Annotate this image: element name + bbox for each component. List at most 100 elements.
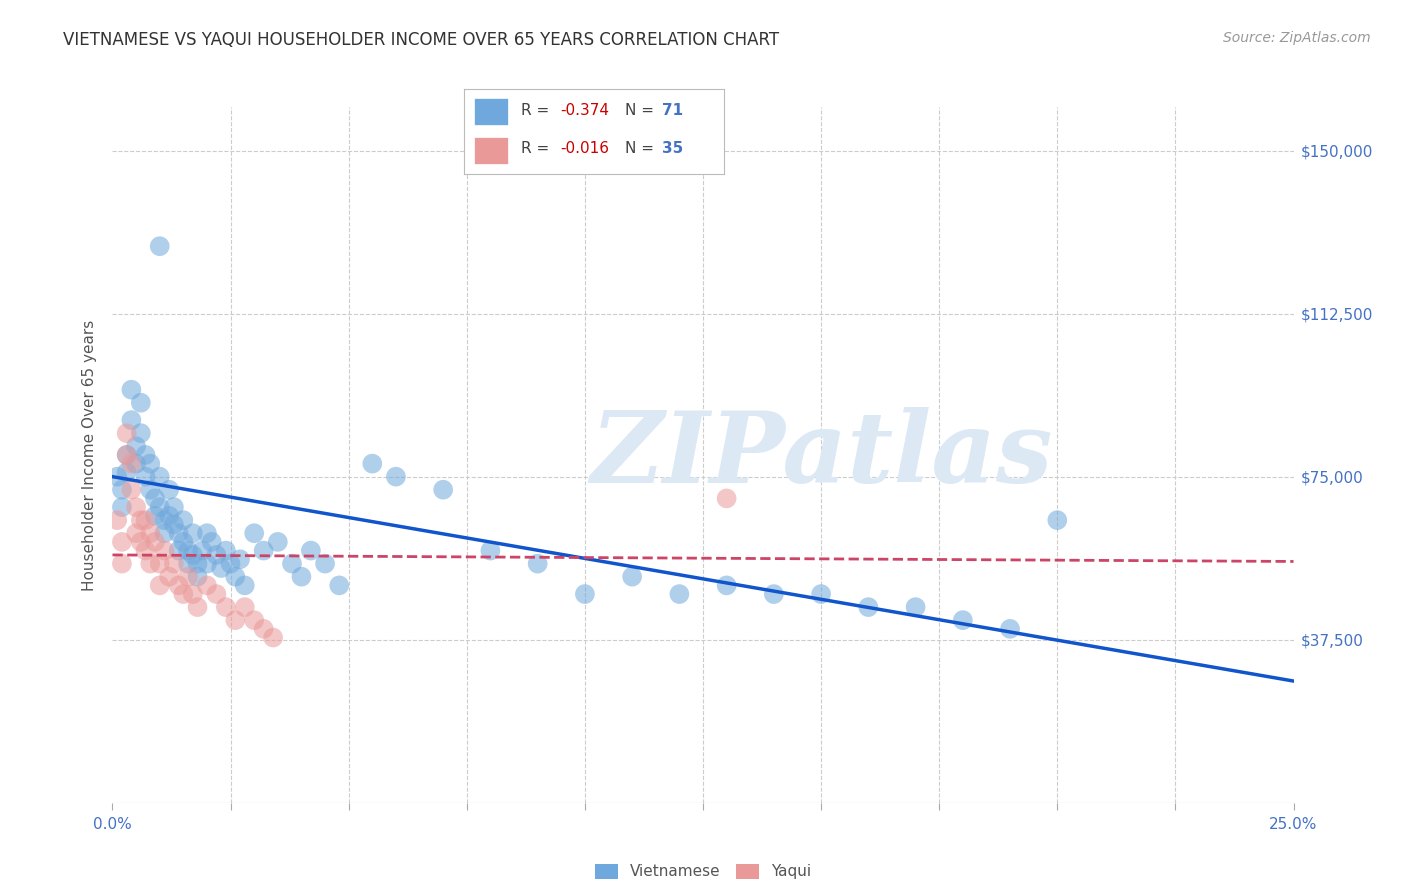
Point — [167, 526, 190, 541]
Text: N =: N = — [626, 141, 659, 156]
Text: Source: ZipAtlas.com: Source: ZipAtlas.com — [1223, 31, 1371, 45]
Point — [135, 448, 157, 462]
Point — [111, 483, 134, 497]
Point — [177, 557, 200, 571]
Text: ZIPatlas: ZIPatlas — [591, 407, 1052, 503]
Point — [157, 508, 180, 523]
Point — [219, 557, 242, 571]
Point — [998, 622, 1021, 636]
Text: R =: R = — [522, 141, 554, 156]
Point — [215, 543, 238, 558]
Point — [135, 469, 157, 483]
Point — [115, 448, 138, 462]
Point — [385, 469, 408, 483]
Point — [233, 600, 256, 615]
Point — [129, 535, 152, 549]
Point — [209, 561, 232, 575]
Point — [139, 557, 162, 571]
Point — [205, 587, 228, 601]
Point — [621, 570, 644, 584]
Point — [163, 500, 186, 514]
Point — [167, 578, 190, 592]
Point — [111, 500, 134, 514]
Legend: Vietnamese, Yaqui: Vietnamese, Yaqui — [589, 857, 817, 886]
Point — [479, 543, 502, 558]
Point — [229, 552, 252, 566]
Point — [181, 587, 204, 601]
Point — [172, 587, 194, 601]
Point — [149, 239, 172, 253]
Point — [205, 548, 228, 562]
Point — [186, 557, 208, 571]
Point — [195, 578, 218, 592]
Point — [181, 548, 204, 562]
Point — [668, 587, 690, 601]
Point — [115, 426, 138, 441]
Point — [858, 600, 880, 615]
Point — [143, 508, 166, 523]
Text: R =: R = — [522, 103, 554, 119]
Text: -0.016: -0.016 — [560, 141, 609, 156]
Point — [111, 557, 134, 571]
Point — [172, 535, 194, 549]
Point — [125, 526, 148, 541]
Point — [716, 491, 738, 506]
Text: VIETNAMESE VS YAQUI HOUSEHOLDER INCOME OVER 65 YEARS CORRELATION CHART: VIETNAMESE VS YAQUI HOUSEHOLDER INCOME O… — [63, 31, 779, 49]
Point — [716, 578, 738, 592]
Point — [177, 570, 200, 584]
Point — [111, 535, 134, 549]
Bar — [474, 98, 508, 125]
Point — [125, 500, 148, 514]
Point — [139, 483, 162, 497]
Point — [153, 543, 176, 558]
Point — [105, 513, 128, 527]
Bar — [474, 136, 508, 164]
Point — [201, 535, 224, 549]
Point — [149, 557, 172, 571]
Point — [177, 543, 200, 558]
Y-axis label: Householder Income Over 65 years: Householder Income Over 65 years — [82, 319, 97, 591]
Point — [243, 613, 266, 627]
Point — [1046, 513, 1069, 527]
Point — [904, 600, 927, 615]
Point — [361, 457, 384, 471]
Point — [143, 535, 166, 549]
Point — [135, 543, 157, 558]
Point — [153, 526, 176, 541]
Point — [526, 557, 548, 571]
Point — [290, 570, 312, 584]
Point — [253, 543, 276, 558]
Point — [115, 466, 138, 480]
Text: -0.374: -0.374 — [560, 103, 609, 119]
Text: N =: N = — [626, 103, 659, 119]
Point — [191, 543, 214, 558]
Point — [186, 600, 208, 615]
Point — [143, 491, 166, 506]
Point — [167, 543, 190, 558]
Point — [233, 578, 256, 592]
Point — [157, 483, 180, 497]
Point — [115, 448, 138, 462]
Point — [120, 457, 142, 471]
Point — [129, 426, 152, 441]
Point — [125, 457, 148, 471]
Point — [299, 543, 322, 558]
Point — [328, 578, 350, 592]
Point — [163, 517, 186, 532]
Point — [149, 469, 172, 483]
Point — [105, 469, 128, 483]
Point — [186, 570, 208, 584]
Point — [243, 526, 266, 541]
Point — [172, 513, 194, 527]
Point — [810, 587, 832, 601]
Point — [181, 526, 204, 541]
Point — [432, 483, 454, 497]
Point — [195, 557, 218, 571]
Point — [224, 570, 246, 584]
Point — [281, 557, 304, 571]
Point — [149, 578, 172, 592]
Point — [120, 413, 142, 427]
Point — [163, 557, 186, 571]
Point — [267, 535, 290, 549]
Text: 71: 71 — [662, 103, 683, 119]
